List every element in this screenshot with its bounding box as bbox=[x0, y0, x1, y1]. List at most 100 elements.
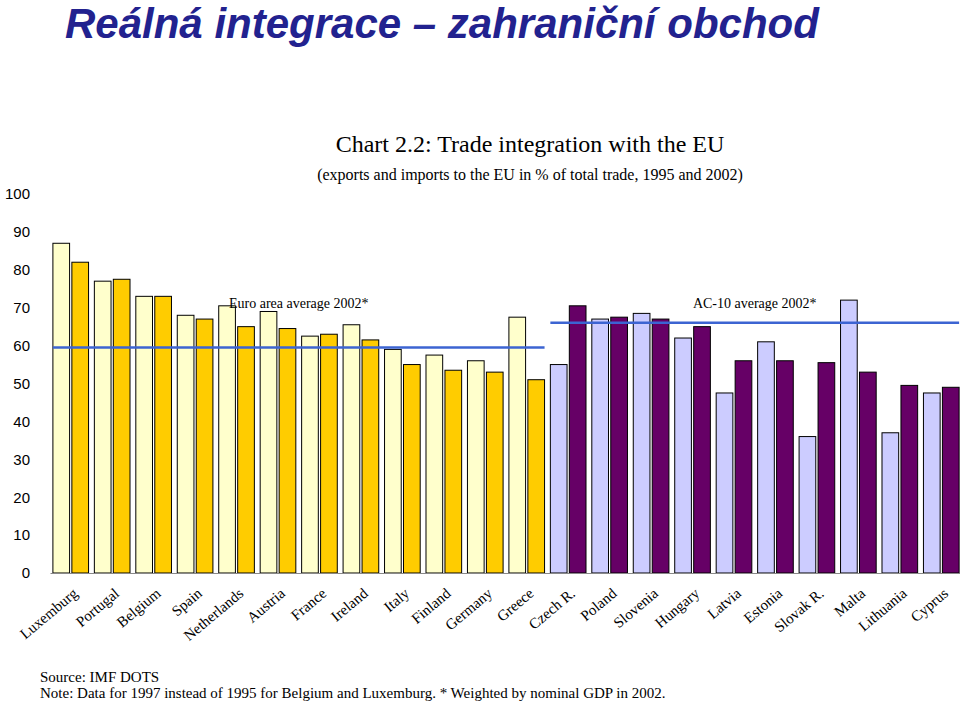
bar bbox=[777, 361, 794, 573]
bar bbox=[818, 363, 835, 573]
x-tick-label: Cyprus bbox=[908, 585, 952, 625]
y-tick-label: 40 bbox=[13, 413, 30, 430]
x-axis: LuxemburgPortugalBelgiumSpainNetherlands… bbox=[17, 573, 960, 644]
x-tick: Portugal bbox=[73, 573, 122, 630]
bar bbox=[404, 365, 421, 573]
y-tick: 30 bbox=[13, 451, 36, 468]
chart: Reálná integrace – zahraniční obchod Char… bbox=[0, 0, 960, 704]
x-tick-label: Slovak R. bbox=[771, 585, 827, 635]
y-tick-label: 80 bbox=[13, 261, 30, 278]
x-tick-label: Ireland bbox=[328, 585, 371, 625]
chart-subtitle: (exports and imports to the EU in % of t… bbox=[317, 166, 743, 184]
x-tick-label: Czech R. bbox=[526, 585, 578, 633]
bar bbox=[509, 317, 526, 573]
bar bbox=[426, 355, 443, 573]
x-tick: Cyprus bbox=[908, 573, 952, 625]
x-tick: Hungary bbox=[652, 573, 703, 631]
bar bbox=[486, 372, 503, 573]
bar bbox=[716, 393, 733, 573]
y-axis-line bbox=[36, 195, 37, 574]
reference-line bbox=[550, 322, 959, 325]
bar bbox=[882, 433, 899, 573]
y-tick-label: 60 bbox=[13, 337, 30, 354]
x-tick-label: Latvia bbox=[704, 585, 744, 622]
bar bbox=[611, 317, 628, 573]
bar bbox=[758, 342, 775, 573]
bar bbox=[343, 325, 360, 573]
bar bbox=[238, 327, 255, 573]
bar bbox=[569, 306, 586, 573]
x-tick-label: Hungary bbox=[652, 585, 703, 631]
x-tick-label: Netherlands bbox=[181, 585, 247, 644]
bar bbox=[113, 279, 130, 573]
x-tick-label: Portugal bbox=[73, 585, 122, 630]
bar bbox=[942, 387, 959, 573]
x-tick: Slovenia bbox=[611, 573, 662, 631]
bar bbox=[177, 315, 194, 573]
bar bbox=[155, 296, 172, 573]
y-tick: 70 bbox=[13, 299, 36, 316]
bar bbox=[528, 380, 545, 573]
bar bbox=[467, 361, 484, 573]
x-tick: Slovak R. bbox=[771, 573, 827, 635]
bar bbox=[136, 296, 153, 573]
y-tick: 20 bbox=[13, 489, 36, 506]
source: Source: IMF DOTS bbox=[40, 669, 159, 685]
y-tick: 80 bbox=[13, 261, 36, 278]
bar bbox=[196, 319, 213, 573]
x-tick: Germany bbox=[442, 573, 495, 633]
x-tick-label: Austria bbox=[244, 585, 288, 626]
bar bbox=[735, 361, 752, 573]
x-tick: Austria bbox=[244, 573, 288, 626]
y-tick: 60 bbox=[13, 337, 36, 354]
y-tick-label: 70 bbox=[13, 299, 30, 316]
bar bbox=[694, 327, 711, 573]
y-tick: 50 bbox=[13, 375, 36, 392]
x-tick: Luxemburg bbox=[17, 573, 81, 642]
bar bbox=[94, 281, 111, 573]
y-tick-label: 90 bbox=[13, 223, 30, 240]
reference-label: Euro area average 2002* bbox=[229, 296, 369, 311]
x-tick-label: Luxemburg bbox=[17, 585, 81, 642]
page-header: Reálná integrace – zahraniční obchod bbox=[65, 0, 820, 47]
y-axis: 0 10 20 30 40 50 60 70 80 90 100 bbox=[5, 185, 37, 581]
x-tick-label: Italy bbox=[381, 585, 413, 615]
y-tick-label: 0 bbox=[22, 564, 30, 581]
bar bbox=[260, 311, 277, 573]
bar bbox=[219, 306, 236, 573]
bar bbox=[592, 319, 609, 573]
bar bbox=[841, 300, 858, 573]
bar bbox=[550, 365, 567, 573]
x-tick: Spain bbox=[169, 573, 206, 619]
bar bbox=[72, 262, 89, 573]
reference-label: AC-10 average 2002* bbox=[693, 296, 817, 311]
x-tick: Malta bbox=[831, 573, 868, 620]
x-tick-label: Germany bbox=[442, 585, 495, 633]
y-tick: 40 bbox=[13, 413, 36, 430]
chart-title: Chart 2.2: Trade integration with the EU bbox=[336, 131, 725, 157]
x-tick: France bbox=[288, 573, 330, 624]
bar bbox=[675, 338, 692, 573]
x-tick: Italy bbox=[381, 573, 413, 615]
y-tick-label: 20 bbox=[13, 489, 30, 506]
x-tick-label: Belgium bbox=[114, 585, 164, 631]
y-tick-label: 10 bbox=[13, 526, 30, 543]
x-tick-label: Lithuania bbox=[855, 585, 910, 634]
x-tick: Ireland bbox=[328, 573, 371, 625]
x-tick-label: Slovenia bbox=[611, 585, 662, 631]
x-tick-label: France bbox=[288, 585, 330, 624]
note: Note: Data for 1997 instead of 1995 for … bbox=[40, 685, 666, 701]
y-tick-label: 100 bbox=[5, 185, 30, 202]
bar bbox=[860, 372, 877, 573]
bar bbox=[362, 340, 379, 573]
bar bbox=[279, 329, 296, 573]
y-tick-label: 30 bbox=[13, 451, 30, 468]
x-axis-line bbox=[51, 573, 960, 574]
x-tick-label: Spain bbox=[169, 585, 206, 620]
reference-line bbox=[53, 346, 545, 349]
y-tick: 100 bbox=[5, 185, 36, 202]
x-tick: Lithuania bbox=[855, 573, 910, 634]
y-tick: 90 bbox=[13, 223, 36, 240]
bar bbox=[53, 243, 70, 573]
y-tick: 10 bbox=[13, 526, 36, 543]
